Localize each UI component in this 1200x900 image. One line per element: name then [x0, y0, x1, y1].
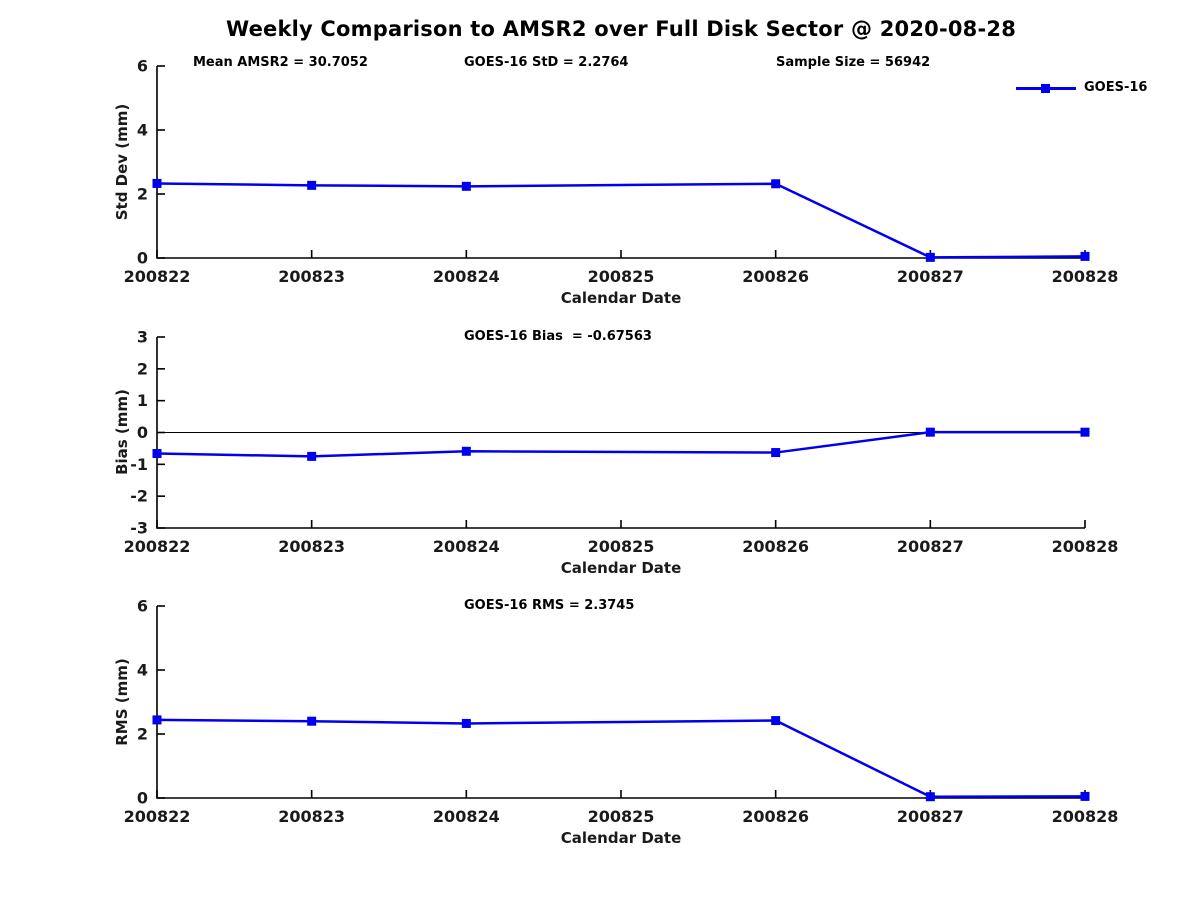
rms-ytick-label: 6 [137, 597, 148, 616]
rms-ytick-label: 4 [137, 661, 148, 680]
annotation-goes16-bias: GOES-16 Bias = -0.67563 [464, 329, 652, 344]
bias-xtick-label: 200822 [124, 537, 191, 556]
std-dev-data-marker [461, 181, 471, 191]
legend-label: GOES-16 [1084, 80, 1148, 95]
rms-series-line [156, 718, 1086, 798]
bias-xtick-label: 200828 [1052, 537, 1119, 556]
rms-xtick-label: 200823 [278, 807, 345, 826]
annotation-mean-amsr2: Mean AMSR2 = 30.7052 [193, 55, 368, 70]
std-dev-data-marker [771, 179, 781, 189]
rms-data-marker [152, 715, 162, 725]
bias-data-marker [925, 427, 935, 437]
std-dev-xtick-label: 200826 [742, 267, 809, 286]
bias-ytick-label: 1 [137, 391, 148, 410]
rms-xtick-label: 200827 [897, 807, 964, 826]
bias-xtick-label: 200824 [433, 537, 500, 556]
bias-xtick-label: 200826 [742, 537, 809, 556]
rms-data-marker [771, 716, 781, 726]
std-dev-series-line [156, 182, 1086, 259]
rms-ytick-label: 2 [137, 725, 148, 744]
bias-ytick-label: 0 [137, 423, 148, 442]
bias-data-marker [1080, 427, 1090, 437]
rms-data-marker [925, 792, 935, 802]
std-dev-xtick-label: 200823 [278, 267, 345, 286]
std-dev-ytick-label: 6 [137, 57, 148, 76]
legend-square-marker-icon [1041, 84, 1050, 93]
bias-data-marker [152, 449, 162, 459]
bias-xtick-label: 200823 [278, 537, 345, 556]
bias-data-marker [461, 446, 471, 456]
rms-data-marker [1080, 791, 1090, 801]
std-dev-ytick-label: 0 [137, 249, 148, 268]
std-dev-data-marker [925, 252, 935, 262]
rms-ytick-label: 0 [137, 789, 148, 808]
annotation-goes16-rms: GOES-16 RMS = 2.3745 [464, 598, 635, 613]
std-dev-xtick-label: 200822 [124, 267, 191, 286]
rms-xtick-label: 200825 [588, 807, 655, 826]
rms-xtick-label: 200828 [1052, 807, 1119, 826]
std-dev-xtick-label: 200825 [588, 267, 655, 286]
bias-ytick-label: -3 [130, 519, 148, 538]
bias-series-line [156, 430, 1085, 458]
xlabel-bias: Calendar Date [560, 559, 682, 577]
std-dev-axis [156, 66, 1085, 259]
bias-xtick-label: 200825 [588, 537, 655, 556]
bias-data-marker [771, 448, 781, 458]
bias-ytick-label: -2 [130, 487, 148, 506]
chart-title: Weekly Comparison to AMSR2 over Full Dis… [225, 17, 1017, 41]
rms-xtick-label: 200824 [433, 807, 500, 826]
std-dev-ytick-label: 2 [137, 185, 148, 204]
std-dev-data-marker [152, 178, 162, 188]
ylabel-std-dev: Std Dev (mm) [113, 103, 131, 221]
rms-xtick-label: 200822 [124, 807, 191, 826]
xlabel-std-dev: Calendar Date [560, 289, 682, 307]
annotation-sample-size: Sample Size = 56942 [776, 55, 931, 70]
xlabel-rms: Calendar Date [560, 829, 682, 847]
std-dev-data-marker [307, 180, 317, 190]
bias-xtick-label: 200827 [897, 537, 964, 556]
ylabel-bias: Bias (mm) [113, 389, 131, 475]
ylabel-rms: RMS (mm) [113, 658, 131, 746]
annotation-goes16-std: GOES-16 StD = 2.2764 [464, 55, 629, 70]
std-dev-xtick-label: 200824 [433, 267, 500, 286]
rms-data-marker [461, 718, 471, 728]
bias-data-marker [307, 451, 317, 461]
bias-ytick-label: 2 [137, 359, 148, 378]
rms-xtick-label: 200826 [742, 807, 809, 826]
rms-data-marker [307, 716, 317, 726]
std-dev-data-marker [1080, 251, 1090, 261]
std-dev-xtick-label: 200828 [1052, 267, 1119, 286]
bias-ytick-label: 3 [137, 328, 148, 347]
std-dev-xtick-label: 200827 [897, 267, 964, 286]
rms-axis [156, 606, 1085, 799]
bias-ytick-label: -1 [130, 455, 148, 474]
std-dev-ytick-label: 4 [137, 121, 148, 140]
